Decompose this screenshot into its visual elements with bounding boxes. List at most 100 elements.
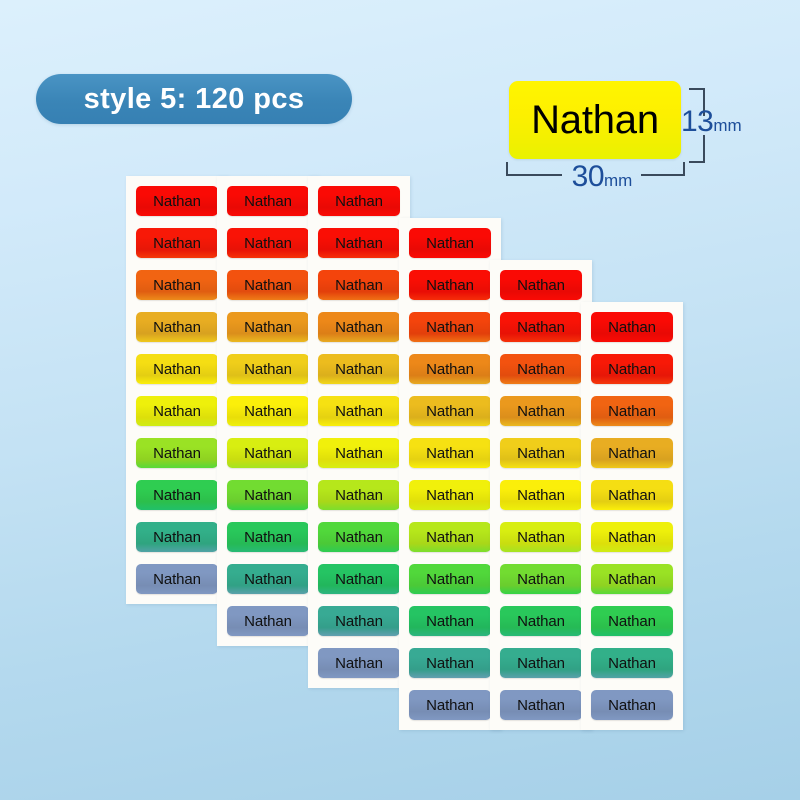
name-label-sticker: Nathan (227, 228, 309, 258)
name-label-sticker: Nathan (227, 522, 309, 552)
name-label-sticker: Nathan (591, 438, 673, 468)
name-label-text: Nathan (153, 192, 201, 210)
sticker-sheet-column: Nathan Nathan Nathan Nathan Nathan Nathan Nath… (126, 176, 228, 604)
name-label-sticker: Nathan (500, 354, 582, 384)
name-label-sticker: Nathan (227, 480, 309, 510)
name-label-sticker: Nathan (500, 396, 582, 426)
name-label-sticker: Nathan (227, 186, 309, 216)
name-label-sticker: Nathan (227, 354, 309, 384)
name-label-text: Nathan (244, 486, 292, 504)
name-label-sticker: Nathan (409, 354, 491, 384)
name-label-text: Nathan (335, 570, 383, 588)
name-label-text: Nathan (426, 276, 474, 294)
name-label-sticker: Nathan (136, 396, 218, 426)
width-dimension-value: 30 (571, 160, 605, 193)
name-label-sticker: Nathan (136, 438, 218, 468)
name-label-text: Nathan (608, 696, 656, 714)
height-dimension-value: 13 (681, 105, 714, 138)
name-label-text: Nathan (608, 360, 656, 378)
name-label-text: Nathan (335, 654, 383, 672)
name-label-text: Nathan (153, 528, 201, 546)
name-label-text: Nathan (244, 612, 292, 630)
name-label-sticker: Nathan (591, 312, 673, 342)
name-label-text: Nathan (426, 318, 474, 336)
name-label-sticker: Nathan (500, 690, 582, 720)
name-label-text: Nathan (335, 318, 383, 336)
width-dimension-unit: mm (604, 171, 633, 190)
sticker-sheet-column: Nathan Nathan Nathan Nathan Nathan Nathan Nath… (399, 218, 501, 730)
name-label-sticker: Nathan (227, 606, 309, 636)
name-label-sticker: Nathan (227, 396, 309, 426)
width-bracket-tick-right (683, 162, 685, 176)
name-label-sticker: Nathan (318, 522, 400, 552)
name-label-text: Nathan (244, 402, 292, 420)
name-label-sticker: Nathan (500, 606, 582, 636)
name-label-text: Nathan (335, 402, 383, 420)
name-label-sticker: Nathan (136, 312, 218, 342)
name-label-sticker: Nathan (318, 312, 400, 342)
name-label-text: Nathan (244, 192, 292, 210)
name-label-sticker: Nathan (227, 564, 309, 594)
name-label-sticker: Nathan (500, 438, 582, 468)
width-bracket-tick-left (506, 162, 508, 176)
height-bracket-tick-bottom (689, 161, 705, 163)
height-bracket-line-bottom (703, 135, 705, 163)
name-label-text: Nathan (426, 570, 474, 588)
name-label-text: Nathan (153, 570, 201, 588)
name-label-text: Nathan (335, 276, 383, 294)
name-label-text: Nathan (608, 570, 656, 588)
name-label-text: Nathan (244, 570, 292, 588)
name-label-text: Nathan (426, 486, 474, 504)
name-label-text: Nathan (517, 402, 565, 420)
name-label-text: Nathan (153, 360, 201, 378)
name-label-text: Nathan (153, 444, 201, 462)
name-label-text: Nathan (426, 528, 474, 546)
name-label-text: Nathan (153, 318, 201, 336)
name-label-text: Nathan (335, 612, 383, 630)
name-label-text: Nathan (153, 276, 201, 294)
height-dimension-unit: mm (713, 116, 742, 135)
name-label-text: Nathan (608, 402, 656, 420)
width-bracket-line-right (641, 174, 685, 176)
name-label-sticker: Nathan (500, 564, 582, 594)
name-label-sticker: Nathan (409, 228, 491, 258)
style-badge: style 5: 120 pcs (36, 74, 352, 124)
name-label-text: Nathan (608, 444, 656, 462)
name-label-sticker: Nathan (136, 228, 218, 258)
name-label-text: Nathan (608, 318, 656, 336)
name-label-sticker: Nathan (591, 564, 673, 594)
name-label-text: Nathan (517, 570, 565, 588)
name-label-text: Nathan (517, 696, 565, 714)
name-label-sticker: Nathan (500, 522, 582, 552)
name-label-text: Nathan (244, 234, 292, 252)
name-label-text: Nathan (244, 276, 292, 294)
name-label-text: Nathan (608, 612, 656, 630)
name-label-sticker: Nathan (227, 438, 309, 468)
name-label-sticker: Nathan (318, 480, 400, 510)
name-label-text: Nathan (335, 360, 383, 378)
name-label-text: Nathan (153, 486, 201, 504)
name-label-text: Nathan (335, 486, 383, 504)
name-label-sticker: Nathan (318, 354, 400, 384)
name-label-text: Nathan (335, 528, 383, 546)
height-bracket-line-top (703, 88, 705, 116)
sticker-sheet-column: Nathan Nathan Nathan Nathan Nathan Nathan Nath… (581, 302, 683, 730)
name-label-sticker: Nathan (409, 690, 491, 720)
name-label-text: Nathan (244, 360, 292, 378)
name-label-text: Nathan (426, 654, 474, 672)
name-label-text: Nathan (426, 444, 474, 462)
name-label-sticker: Nathan (500, 648, 582, 678)
name-label-text: Nathan (244, 444, 292, 462)
height-dimension-label: 13mm (681, 105, 742, 139)
name-label-text: Nathan (335, 234, 383, 252)
name-label-text: Nathan (517, 528, 565, 546)
style-badge-label: style 5: 120 pcs (83, 82, 305, 115)
name-label-sticker: Nathan (136, 186, 218, 216)
sticker-sheet-column: Nathan Nathan Nathan Nathan Nathan Nathan Nath… (490, 260, 592, 730)
name-label-text: Nathan (517, 612, 565, 630)
sample-label-name: Nathan (531, 97, 659, 142)
name-label-sticker: Nathan (409, 270, 491, 300)
name-label-sticker: Nathan (591, 690, 673, 720)
